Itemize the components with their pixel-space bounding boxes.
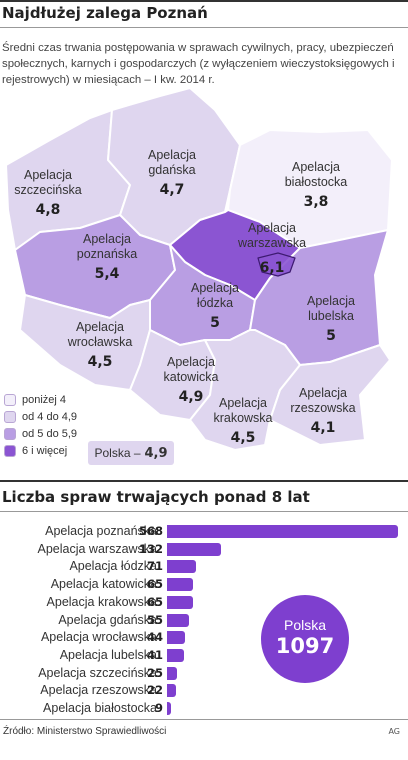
label-rzeszowska: Apelacja rzeszowska 4,1 bbox=[290, 386, 356, 436]
bar-row: Apelacja katowicka 65 bbox=[0, 577, 408, 592]
poland-map bbox=[5, 87, 393, 451]
bar-category-label: Apelacja krakowska bbox=[46, 594, 157, 609]
bar bbox=[167, 648, 184, 662]
bar-row: Apelacja krakowska 65 bbox=[0, 595, 408, 610]
footer-rule bbox=[0, 719, 408, 720]
bar-value-label: 41 bbox=[146, 647, 163, 662]
map-subtitle: Średni czas trwania postępowania w spraw… bbox=[2, 42, 395, 86]
legend-swatch bbox=[4, 427, 16, 440]
bar-row: Apelacja warszawska 132 bbox=[0, 542, 408, 557]
bar-category-label: Apelacja katowicka bbox=[50, 577, 157, 592]
bar-row: Apelacja łódzka 71 bbox=[0, 559, 408, 574]
warsaw-city bbox=[257, 252, 296, 277]
bar-value-label: 71 bbox=[146, 559, 163, 574]
bar-category-label: Apelacja warszawska bbox=[37, 541, 158, 556]
label-wroclawska: Apelacja wrocławska 4,5 bbox=[67, 320, 133, 370]
bar-value-label: 65 bbox=[146, 577, 163, 592]
title-rule bbox=[0, 27, 408, 28]
bars-title-rule bbox=[0, 511, 408, 512]
legend-swatch bbox=[4, 444, 16, 457]
bar-value-label: 65 bbox=[146, 594, 163, 609]
legend-item: od 4 do 4,9 bbox=[4, 408, 77, 425]
bar bbox=[167, 560, 196, 574]
legend-item: poniżej 4 bbox=[4, 391, 77, 408]
label-lubelska: Apelacja lubelska 5 bbox=[307, 294, 355, 344]
bar-value-label: 132 bbox=[138, 541, 163, 556]
bar-category-label: Apelacja lubelska bbox=[59, 647, 157, 662]
bar-category-label: Apelacja białostocka bbox=[43, 701, 157, 715]
bar-category-label: Apelacja poznańska bbox=[45, 524, 157, 538]
bar-value-label: 44 bbox=[146, 630, 163, 645]
label-gdanska: Apelacja gdańska 4,7 bbox=[148, 148, 196, 198]
bar-row: Apelacja gdańska 55 bbox=[0, 613, 408, 628]
bar bbox=[167, 542, 221, 556]
bar-value-label: 9 bbox=[154, 701, 163, 715]
bar bbox=[167, 684, 176, 698]
top-rule bbox=[0, 0, 408, 2]
page-title: Najdłużej zalega Poznań bbox=[2, 4, 208, 22]
bar-category-label: Apelacja rzeszowska bbox=[40, 683, 157, 698]
bar-category-label: Apelacja gdańska bbox=[58, 612, 157, 627]
bar-value-label: 568 bbox=[138, 524, 163, 538]
bar-value-label: 22 bbox=[146, 683, 163, 698]
bars-title: Liczba spraw trwających ponad 8 lat bbox=[2, 488, 310, 506]
bar bbox=[167, 595, 194, 609]
bar bbox=[167, 613, 190, 627]
bar-row: Apelacja lubelska 41 bbox=[0, 648, 408, 663]
bar-category-label: Apelacja łódzka bbox=[69, 559, 157, 574]
label-lodzka: Apelacja łódzka 5 bbox=[191, 281, 239, 331]
bar-row: Apelacja białostocka 9 bbox=[0, 701, 408, 716]
bar-category-label: Apelacja wrocławska bbox=[40, 630, 157, 645]
label-szczecinska: Apelacja szczecińska 4,8 bbox=[14, 168, 82, 218]
bar-row: Apelacja wrocławska 44 bbox=[0, 630, 408, 645]
label-krakowska: Apelacja krakowska 4,5 bbox=[213, 396, 273, 446]
polska-average-badge: Polska –4,9 bbox=[88, 441, 174, 465]
legend-swatch bbox=[4, 393, 16, 406]
section-rule bbox=[0, 480, 408, 482]
legend-swatch bbox=[4, 410, 16, 423]
bar-category-label: Apelacja szczecińska bbox=[38, 665, 157, 680]
legend-item: od 5 do 5,9 bbox=[4, 425, 77, 442]
label-katowicka: Apelacja katowicka 4,9 bbox=[163, 355, 219, 405]
label-warszawska: Apelacja warszawska 6,1 bbox=[237, 221, 307, 276]
bar bbox=[167, 631, 185, 645]
legend-item: 6 i więcej bbox=[4, 442, 77, 459]
bar bbox=[167, 702, 171, 715]
bar-value-label: 55 bbox=[146, 612, 163, 627]
map-legend: poniżej 4 od 4 do 4,9 od 5 do 5,9 6 i wi… bbox=[4, 391, 77, 459]
bar-row: Apelacja rzeszowska 22 bbox=[0, 683, 408, 698]
bar-row: Apelacja poznańska 568 bbox=[0, 524, 408, 539]
region-rzeszowska bbox=[269, 344, 391, 446]
bar bbox=[167, 525, 398, 538]
label-bialostocka: Apelacja białostocka 3,8 bbox=[284, 160, 348, 210]
bar-row: Apelacja szczecińska 25 bbox=[0, 666, 408, 681]
source-note: Źródło: Ministerstwo Sprawiedliwości bbox=[3, 726, 167, 737]
polska-total-circle: Polska 1097 bbox=[261, 595, 349, 683]
bar-value-label: 25 bbox=[146, 665, 163, 680]
label-poznanska: Apelacja poznańska 5,4 bbox=[76, 232, 138, 282]
bar bbox=[167, 666, 178, 680]
author-credit: AG bbox=[388, 727, 400, 736]
bar bbox=[167, 578, 194, 592]
